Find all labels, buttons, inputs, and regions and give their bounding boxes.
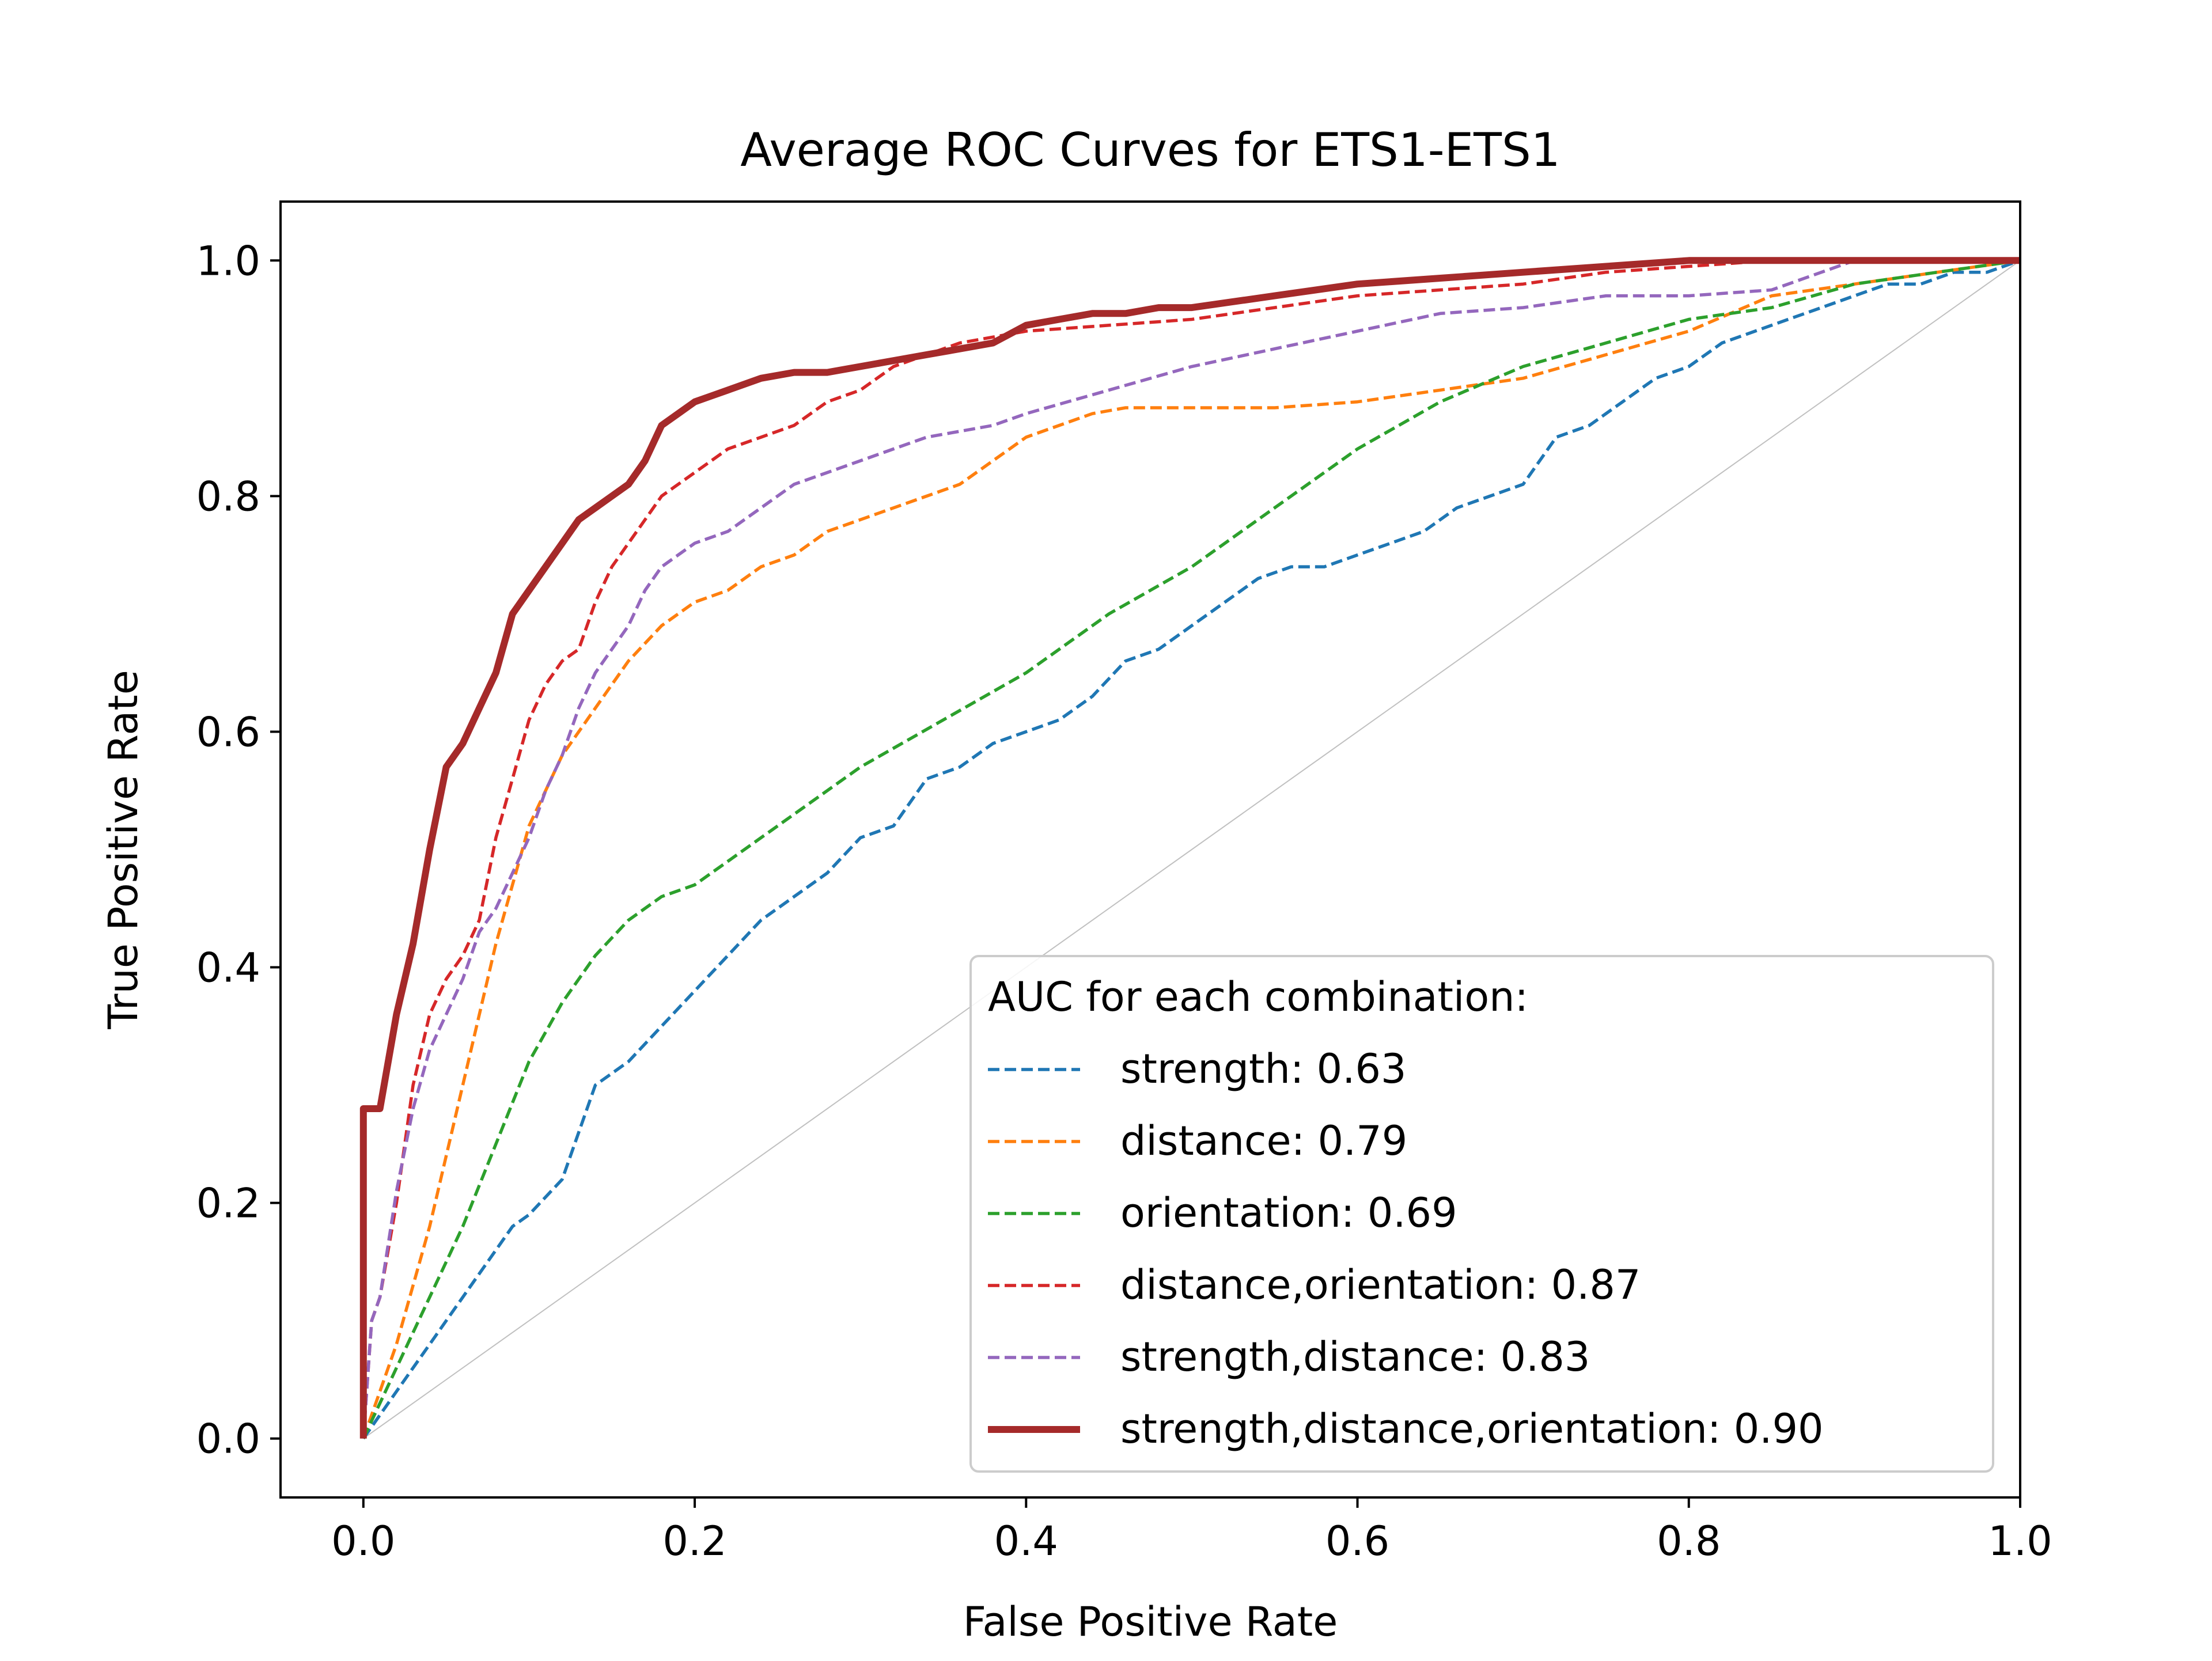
x-axis-label: False Positive Rate xyxy=(963,1598,1338,1645)
x-tick-label: 0.2 xyxy=(662,1518,726,1565)
y-tick-label: 0.8 xyxy=(196,473,260,520)
x-tick-label: 0.0 xyxy=(331,1518,395,1565)
legend-label-0: strength: 0.63 xyxy=(1120,1045,1407,1093)
chart-title: Average ROC Curves for ETS1-ETS1 xyxy=(740,123,1560,177)
roc-series-line-3 xyxy=(362,259,2020,1439)
y-tick-label: 1.0 xyxy=(196,237,260,285)
y-axis: 0.0 0.2 0.4 0.6 0.8 1.0 xyxy=(196,237,281,1463)
y-tick-label: 0.4 xyxy=(196,945,260,992)
y-axis-label: True Positive Rate xyxy=(100,670,147,1030)
legend-label-1: distance: 0.79 xyxy=(1120,1117,1407,1165)
roc-series-line-4 xyxy=(362,259,2020,1439)
chance-diagonal-line xyxy=(363,260,2021,1439)
plot-area xyxy=(359,257,2021,1440)
roc-series-line-5 xyxy=(359,257,2020,1439)
axes-frame xyxy=(279,200,2021,1499)
legend-label-5: strength,distance,orientation: 0.90 xyxy=(1120,1405,1824,1453)
x-axis: 0.0 0.2 0.4 0.6 0.8 1.0 xyxy=(331,1497,2052,1565)
x-tick-label: 0.8 xyxy=(1657,1518,1721,1565)
legend-label-4: strength,distance: 0.83 xyxy=(1120,1333,1590,1381)
y-tick-label: 0.2 xyxy=(196,1180,260,1227)
roc-series-line-2 xyxy=(362,259,2021,1439)
legend-title: AUC for each combination: xyxy=(988,973,1528,1021)
roc-series-line-0 xyxy=(362,259,2021,1440)
legend-label-2: orientation: 0.69 xyxy=(1120,1189,1457,1237)
legend-box xyxy=(969,955,1994,1473)
y-tick-label: 0.0 xyxy=(196,1416,260,1463)
x-tick-label: 0.4 xyxy=(994,1518,1058,1565)
x-tick-label: 1.0 xyxy=(1988,1518,2052,1565)
legend: AUC for each combination: strength: 0.63… xyxy=(969,955,1994,1473)
roc-series-line-1 xyxy=(362,259,2021,1439)
y-tick-label: 0.6 xyxy=(196,708,260,756)
x-tick-label: 0.6 xyxy=(1325,1518,1389,1565)
legend-entries: strength: 0.63 distance: 0.79 orientation:… xyxy=(988,1045,1824,1453)
legend-label-3: distance,orientation: 0.87 xyxy=(1120,1261,1641,1309)
